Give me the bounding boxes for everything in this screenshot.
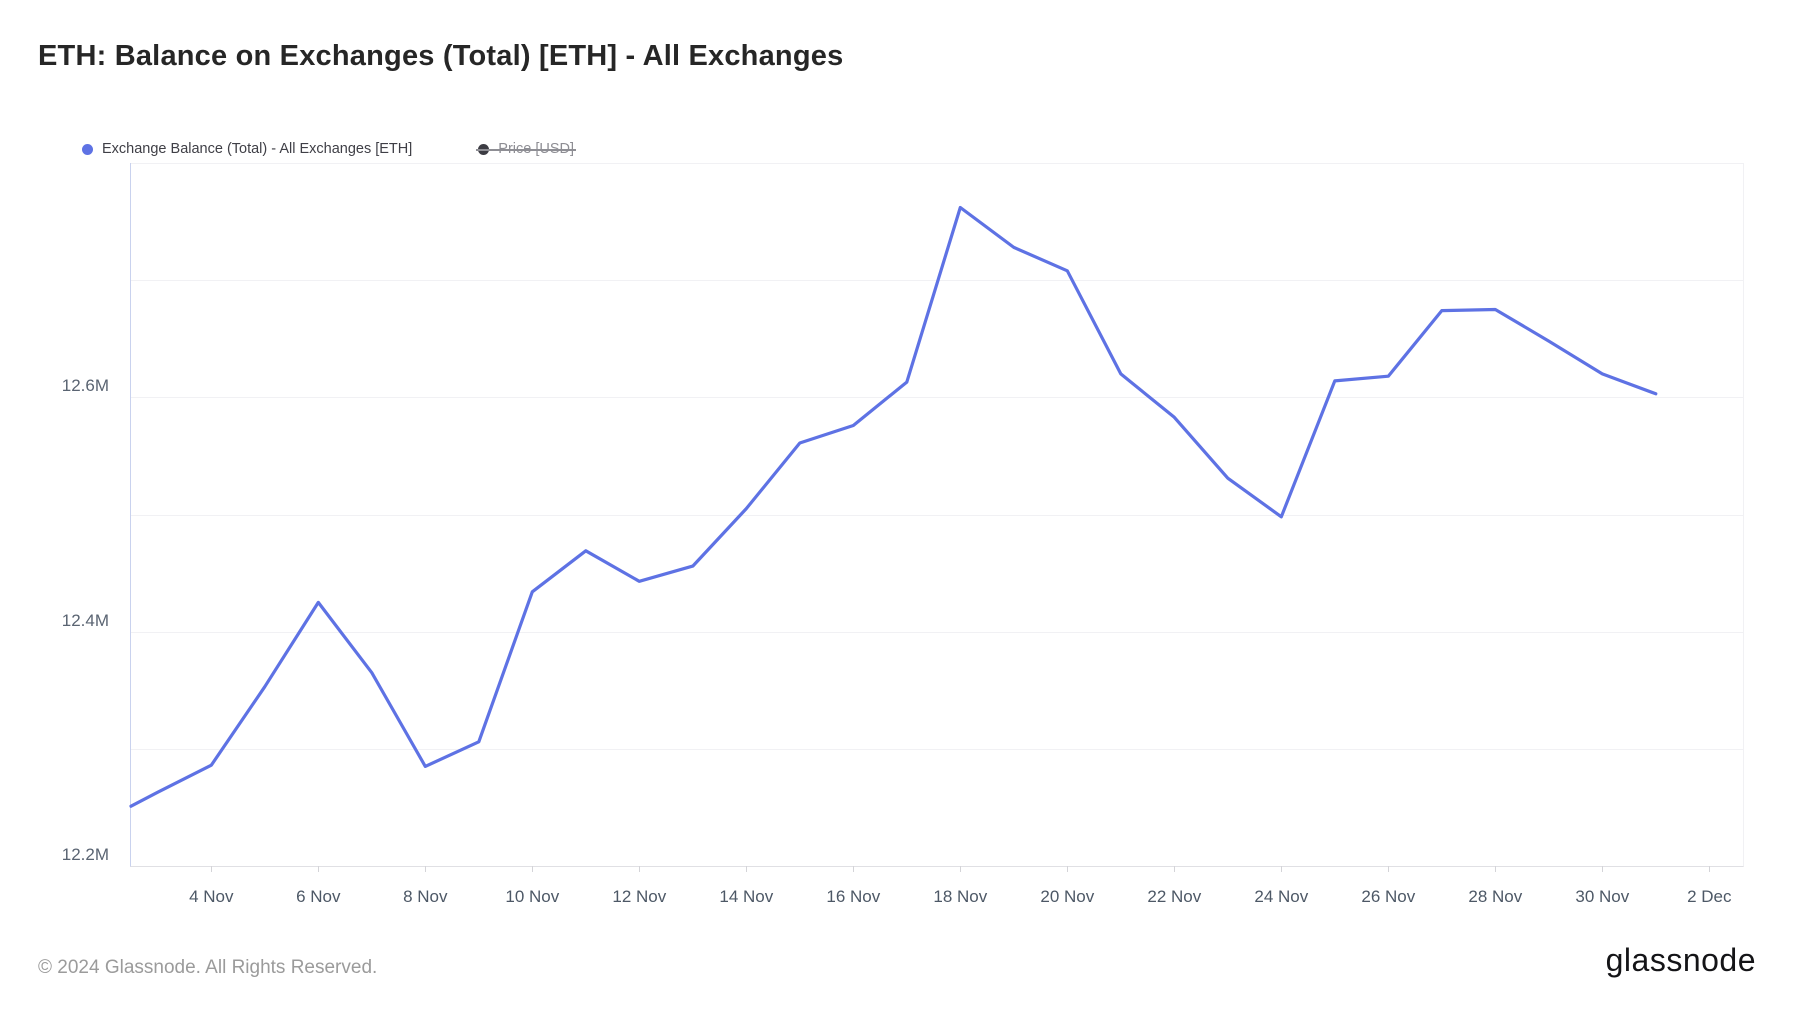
gridline [131,514,1743,516]
series-marker-icon [82,143,93,155]
x-axis-tick [746,866,748,872]
x-axis-tick [1388,866,1390,872]
x-axis-tick [1602,866,1604,872]
y-axis-label: 12.2M [61,845,109,864]
x-axis-tick [1067,866,1069,872]
x-axis-tick [318,866,320,872]
x-axis-tick [1495,866,1497,872]
x-axis-tick [425,866,427,872]
gridline [131,397,1743,399]
x-axis-tick [960,866,962,872]
x-axis-tick [1174,866,1176,872]
x-axis-label: 24 Nov [1254,887,1309,906]
y-axis-label: 12.6M [61,376,109,396]
x-axis-label: 14 Nov [719,887,774,906]
legend-label: Price [USD] [498,141,575,157]
gridline [131,748,1743,750]
balance-line-chart[interactable] [129,163,1743,866]
copyright-text: © 2024 Glassnode. All Rights Reserved. [38,957,378,978]
legend-item-exchange-balance[interactable]: Exchange Balance (Total) - All Exchanges… [82,141,412,157]
x-axis-tick [532,866,534,872]
x-axis-label: 12 Nov [612,887,667,906]
gridline [131,631,1743,633]
y-axis-label: 12.4M [61,610,109,630]
x-axis-label: 22 Nov [1147,887,1202,906]
x-axis-tick [211,866,213,872]
x-axis-tick [639,866,641,872]
series-marker-icon [478,143,490,155]
x-axis-label: 8 Nov [403,887,448,906]
x-axis-label: 30 Nov [1575,887,1630,906]
x-axis-label: 10 Nov [505,887,560,906]
chart-legend: Exchange Balance (Total) - All Exchanges… [82,141,576,157]
x-axis-label: 18 Nov [933,887,988,906]
x-axis-label: 4 Nov [189,887,234,906]
plot-area[interactable]: 12.2M 12.4M 12.6M 4 Nov 6 Nov 8 Nov 10 Nov 12 N… [62,163,1744,906]
page-title: ETH: Balance on Exchanges (Total) [ETH] … [38,40,844,72]
legend-item-price-usd[interactable]: Price [USD] [476,141,576,157]
x-axis-label: 28 Nov [1468,887,1523,906]
x-axis-tick [853,866,855,872]
x-axis-label: 16 Nov [826,887,881,906]
x-axis-tick [1709,866,1711,872]
x-axis-label: 2 Dec [1687,887,1732,906]
x-axis-label: 6 Nov [296,887,341,906]
glassnode-logo: glassnode [1605,942,1756,978]
legend-label: Exchange Balance (Total) - All Exchanges… [102,141,413,157]
x-axis-tick [1281,866,1283,872]
gridline [131,163,1743,164]
x-axis-label: 20 Nov [1040,887,1095,906]
exchange-balance-series-line [129,205,1658,808]
x-axis-label: 26 Nov [1361,887,1416,906]
